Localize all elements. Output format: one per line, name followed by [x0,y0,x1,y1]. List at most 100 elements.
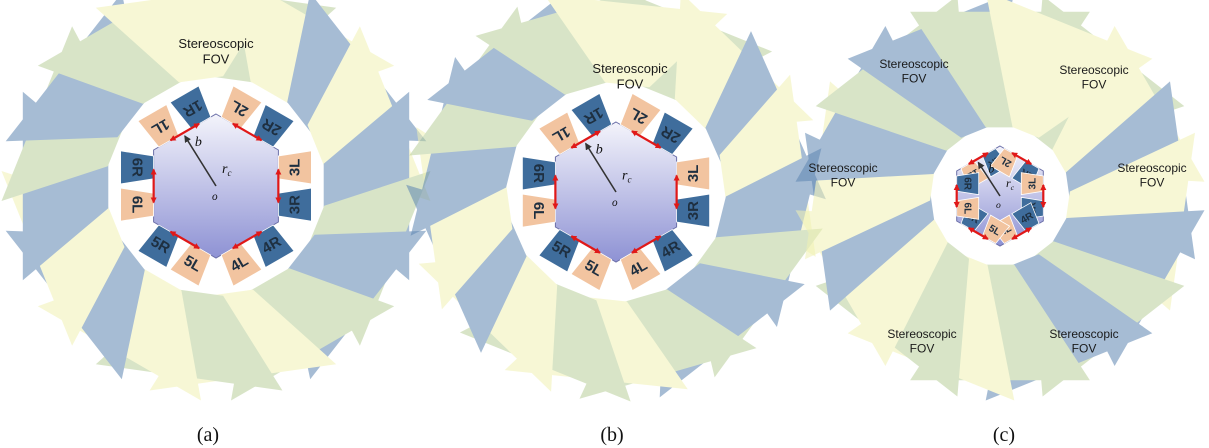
camera-body [956,196,980,220]
radius-arrow [184,135,217,187]
baseline-arrow [631,130,662,149]
camera-6l: 6L [522,193,556,228]
camera-4l: 4L [220,243,263,287]
caption-b: (b) [600,424,623,446]
camera-body [120,150,155,185]
camera-label: 2L [228,96,252,119]
camera-label: 3L [287,159,304,177]
camera-body [220,243,263,287]
baseline-arrow [631,235,662,254]
fov-region [406,0,826,402]
camera-label: 6R [961,177,972,191]
camera-label: 5L [181,252,205,275]
camera-body [169,85,212,129]
camera-label: 6L [961,203,972,215]
camera-label: 6L [530,202,547,220]
fov-label: Stereoscopic FOV [887,327,956,355]
origin-symbol: o [212,191,218,203]
radius-subscript: c [627,174,631,184]
fov-label: Stereoscopic FOV [879,57,948,85]
camera-label: 3L [685,165,702,183]
camera-6l: 6L [120,187,155,222]
camera-2l: 2L [989,147,1018,178]
camera-5l: 5L [570,247,613,292]
baseline-arrow [169,230,200,250]
caption-a: (a) [197,424,219,446]
fov-label: Stereoscopic FOV [1049,327,1118,355]
camera-body [1020,172,1044,196]
camera-6l: 6L [956,196,980,220]
fov-region [795,0,1205,401]
camera-3r: 3R [277,187,312,222]
baseline-arrow [1011,152,1033,165]
camera-body [1011,202,1040,232]
panel-c: 1L1R2L2R3L3R4R4L5L5R6L6RbrcoStereoscopic… [795,0,1205,401]
camera-label: 2L [627,104,651,127]
camera-label: 4L [228,252,252,275]
baseline-arrow [570,130,601,149]
camera-2r: 2R [252,103,295,148]
baseline-arrow [1011,227,1033,240]
fov-label: Stereoscopic FOV [178,36,254,67]
camera-label: 6L [128,196,145,214]
camera-body [676,193,710,228]
camera-5l: 5L [982,214,1011,245]
camera-label: 5L [986,223,1002,238]
radius-symbol: rc [622,168,632,184]
fov-wedge [547,0,728,88]
camera-label: 2L [998,154,1014,169]
camera-6r: 6R [120,150,155,185]
camera-1r: 1R [169,85,212,129]
fov-label: Stereoscopic FOV [808,161,877,189]
radius-symbol: rc [222,162,232,178]
camera-5r: 5R [137,224,180,269]
camera-body [570,92,613,137]
camera-label: 6R [530,164,547,183]
camera-5r: 5R [538,228,580,273]
fov-label: Stereoscopic FOV [1059,63,1128,91]
radius-symbol: rc [1006,176,1015,192]
camera-label: 3R [287,195,304,214]
baseline-symbol: b [195,135,202,150]
camera-label: 3L [1028,178,1039,190]
baseline-symbol: b [988,162,994,176]
camera-body [619,247,662,292]
camera-label: 1L [549,123,573,146]
camera-4l: 4L [619,247,662,292]
camera-4r: 4R [252,224,295,269]
camera-3r: 3R [676,193,710,228]
baseline-arrow [570,235,601,254]
camera-2r: 2R [652,111,694,156]
fov-wedge [987,0,1153,138]
camera-label: 6R [128,158,145,177]
radius-arrow [585,142,617,193]
camera-3l: 3L [1020,172,1044,196]
camera-label: 5L [582,257,606,280]
fov-label: Stereoscopic FOV [592,61,668,92]
camera-label: 4L [627,257,651,280]
caption-c: (c) [993,424,1015,446]
camera-6r: 6R [956,172,980,196]
baseline-arrow [169,122,200,142]
camera-body [277,187,312,222]
baseline-arrow [967,227,989,240]
camera-3l: 3L [277,150,312,185]
fov-region [1,0,431,401]
radius-subscript: c [227,168,231,178]
radius-subscript: c [1011,183,1015,192]
camera-1r: 1R [570,92,613,137]
origin-symbol: o [996,200,1001,211]
radius-arrow [977,161,1001,197]
camera-body [522,156,556,191]
camera-label: 1L [148,115,172,138]
fov-label: Stereoscopic FOV [1117,161,1186,189]
camera-4r: 4R [1011,202,1040,232]
baseline-arrow [232,122,263,142]
camera-3l: 3L [676,156,710,191]
